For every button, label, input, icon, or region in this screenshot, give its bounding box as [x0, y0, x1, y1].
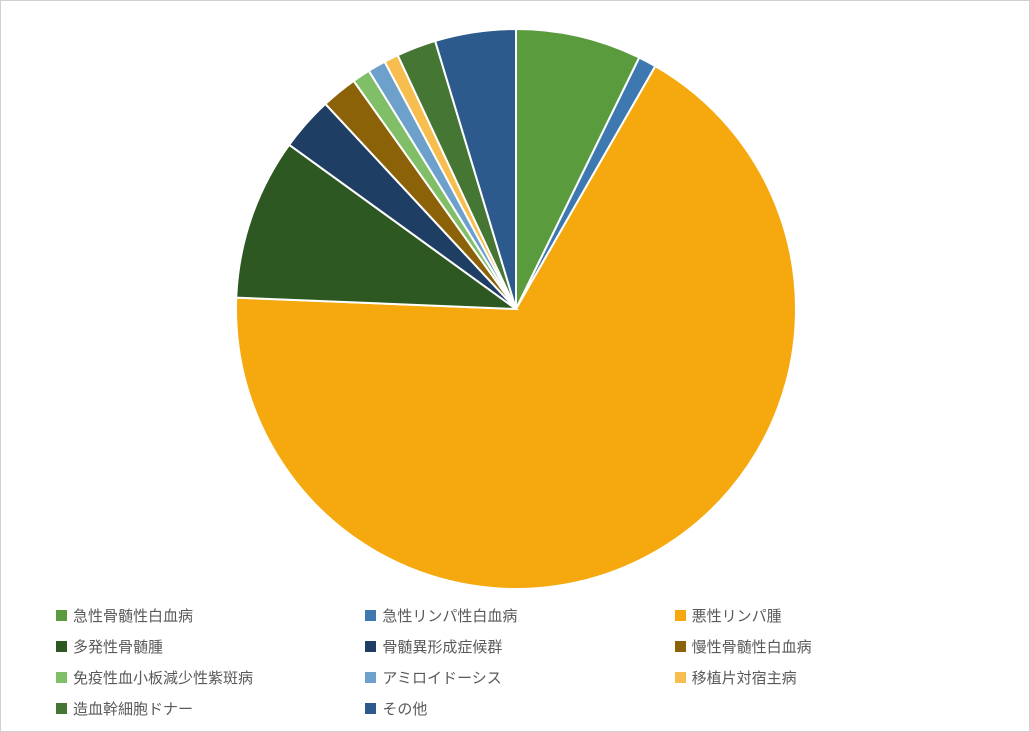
legend-item: 造血幹細胞ドナー [56, 698, 355, 719]
legend-swatch [56, 672, 67, 683]
legend-item: 多発性骨髄腫 [56, 636, 355, 657]
legend-label: 免疫性血小板減少性紫斑病 [73, 667, 253, 688]
legend-swatch [675, 672, 686, 683]
legend-label: その他 [382, 698, 427, 719]
legend-swatch [56, 703, 67, 714]
chart-container: 急性骨髄性白血病 急性リンパ性白血病 悪性リンパ腫多発性骨髄腫 骨髄異形成症候群 慢性骨… [0, 0, 1030, 732]
legend-label: 骨髄異形成症候群 [382, 636, 502, 657]
legend-label: 多発性骨髄腫 [73, 636, 163, 657]
legend-item: 骨髄異形成症候群 [365, 636, 664, 657]
legend-item: その他 [365, 698, 664, 719]
legend-item: 悪性リンパ腫 [675, 605, 974, 626]
legend-swatch [365, 610, 376, 621]
legend-item: 移植片対宿主病 [675, 667, 974, 688]
legend-swatch [56, 641, 67, 652]
legend-label: 造血幹細胞ドナー [73, 698, 193, 719]
legend-item: アミロイドーシス [365, 667, 664, 688]
legend-swatch [675, 641, 686, 652]
legend-label: 悪性リンパ腫 [692, 605, 782, 626]
legend-label: 急性骨髄性白血病 [73, 605, 193, 626]
legend-item: 免疫性血小板減少性紫斑病 [56, 667, 355, 688]
pie-chart-area [1, 11, 1030, 606]
legend-swatch [365, 672, 376, 683]
legend-item: 急性リンパ性白血病 [365, 605, 664, 626]
legend-swatch [365, 703, 376, 714]
legend-label: 急性リンパ性白血病 [382, 605, 517, 626]
legend-swatch [675, 610, 686, 621]
legend-item: 急性骨髄性白血病 [56, 605, 355, 626]
chart-legend: 急性骨髄性白血病 急性リンパ性白血病 悪性リンパ腫多発性骨髄腫 骨髄異形成症候群 慢性骨… [56, 605, 974, 719]
legend-label: 移植片対宿主病 [692, 667, 797, 688]
legend-label: アミロイドーシス [382, 667, 501, 688]
legend-swatch [365, 641, 376, 652]
legend-label: 慢性骨髄性白血病 [692, 636, 812, 657]
legend-item: 慢性骨髄性白血病 [675, 636, 974, 657]
legend-swatch [56, 610, 67, 621]
pie-chart-svg [226, 19, 806, 599]
